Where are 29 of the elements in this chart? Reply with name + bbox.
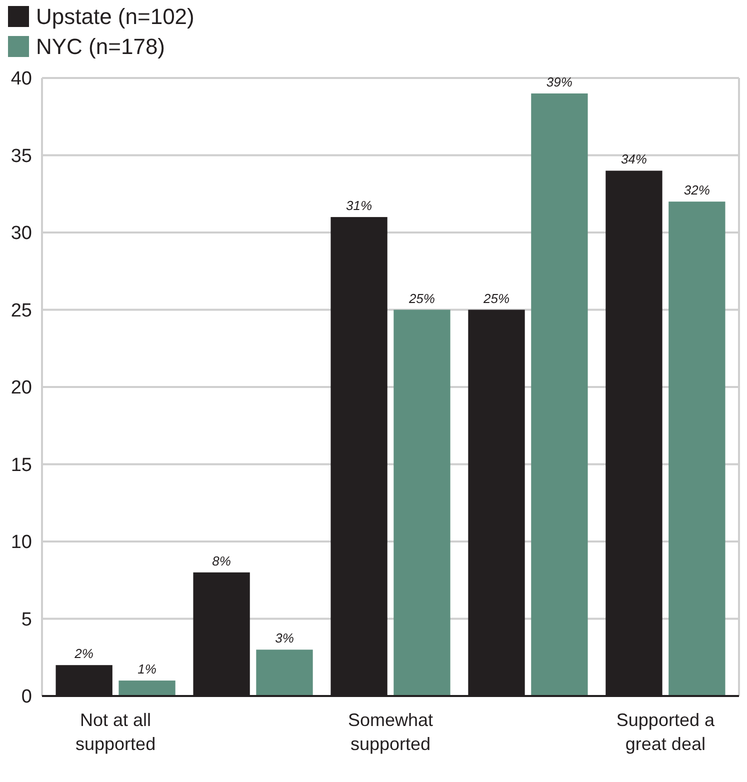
y-tick-label: 5 [21,609,32,630]
bar [668,202,726,696]
data-label: 3% [275,630,294,646]
legend-label: NYC (n=178) [36,34,166,59]
bar [256,650,313,696]
bar [118,680,176,696]
y-tick-label: 35 [10,146,32,167]
x-tick-label: Supported a great deal [616,710,716,754]
bar [394,310,450,696]
y-tick-label: 0 [21,686,32,708]
y-tick-label: 25 [10,300,32,322]
data-label: 25% [408,290,435,306]
legend-label: Upstate (n=102) [36,4,194,29]
data-label: 25% [482,290,510,306]
y-tick-label: 30 [10,223,32,244]
data-label: 32% [684,182,710,198]
data-label: 31% [346,198,372,214]
bar [531,93,588,696]
y-tick-label: 10 [10,532,32,554]
data-label: 2% [74,646,94,662]
y-tick-label: 15 [10,454,32,476]
x-tick-label: Somewhat supported [348,710,434,754]
x-tick-label: Not at all supported [76,710,156,754]
y-tick-label: 20 [10,378,32,399]
data-label: 39% [546,74,572,90]
data-label: 1% [138,662,156,677]
data-label: 8% [212,553,231,568]
y-tick-label: 40 [10,68,32,90]
data-label: 34% [620,152,647,167]
